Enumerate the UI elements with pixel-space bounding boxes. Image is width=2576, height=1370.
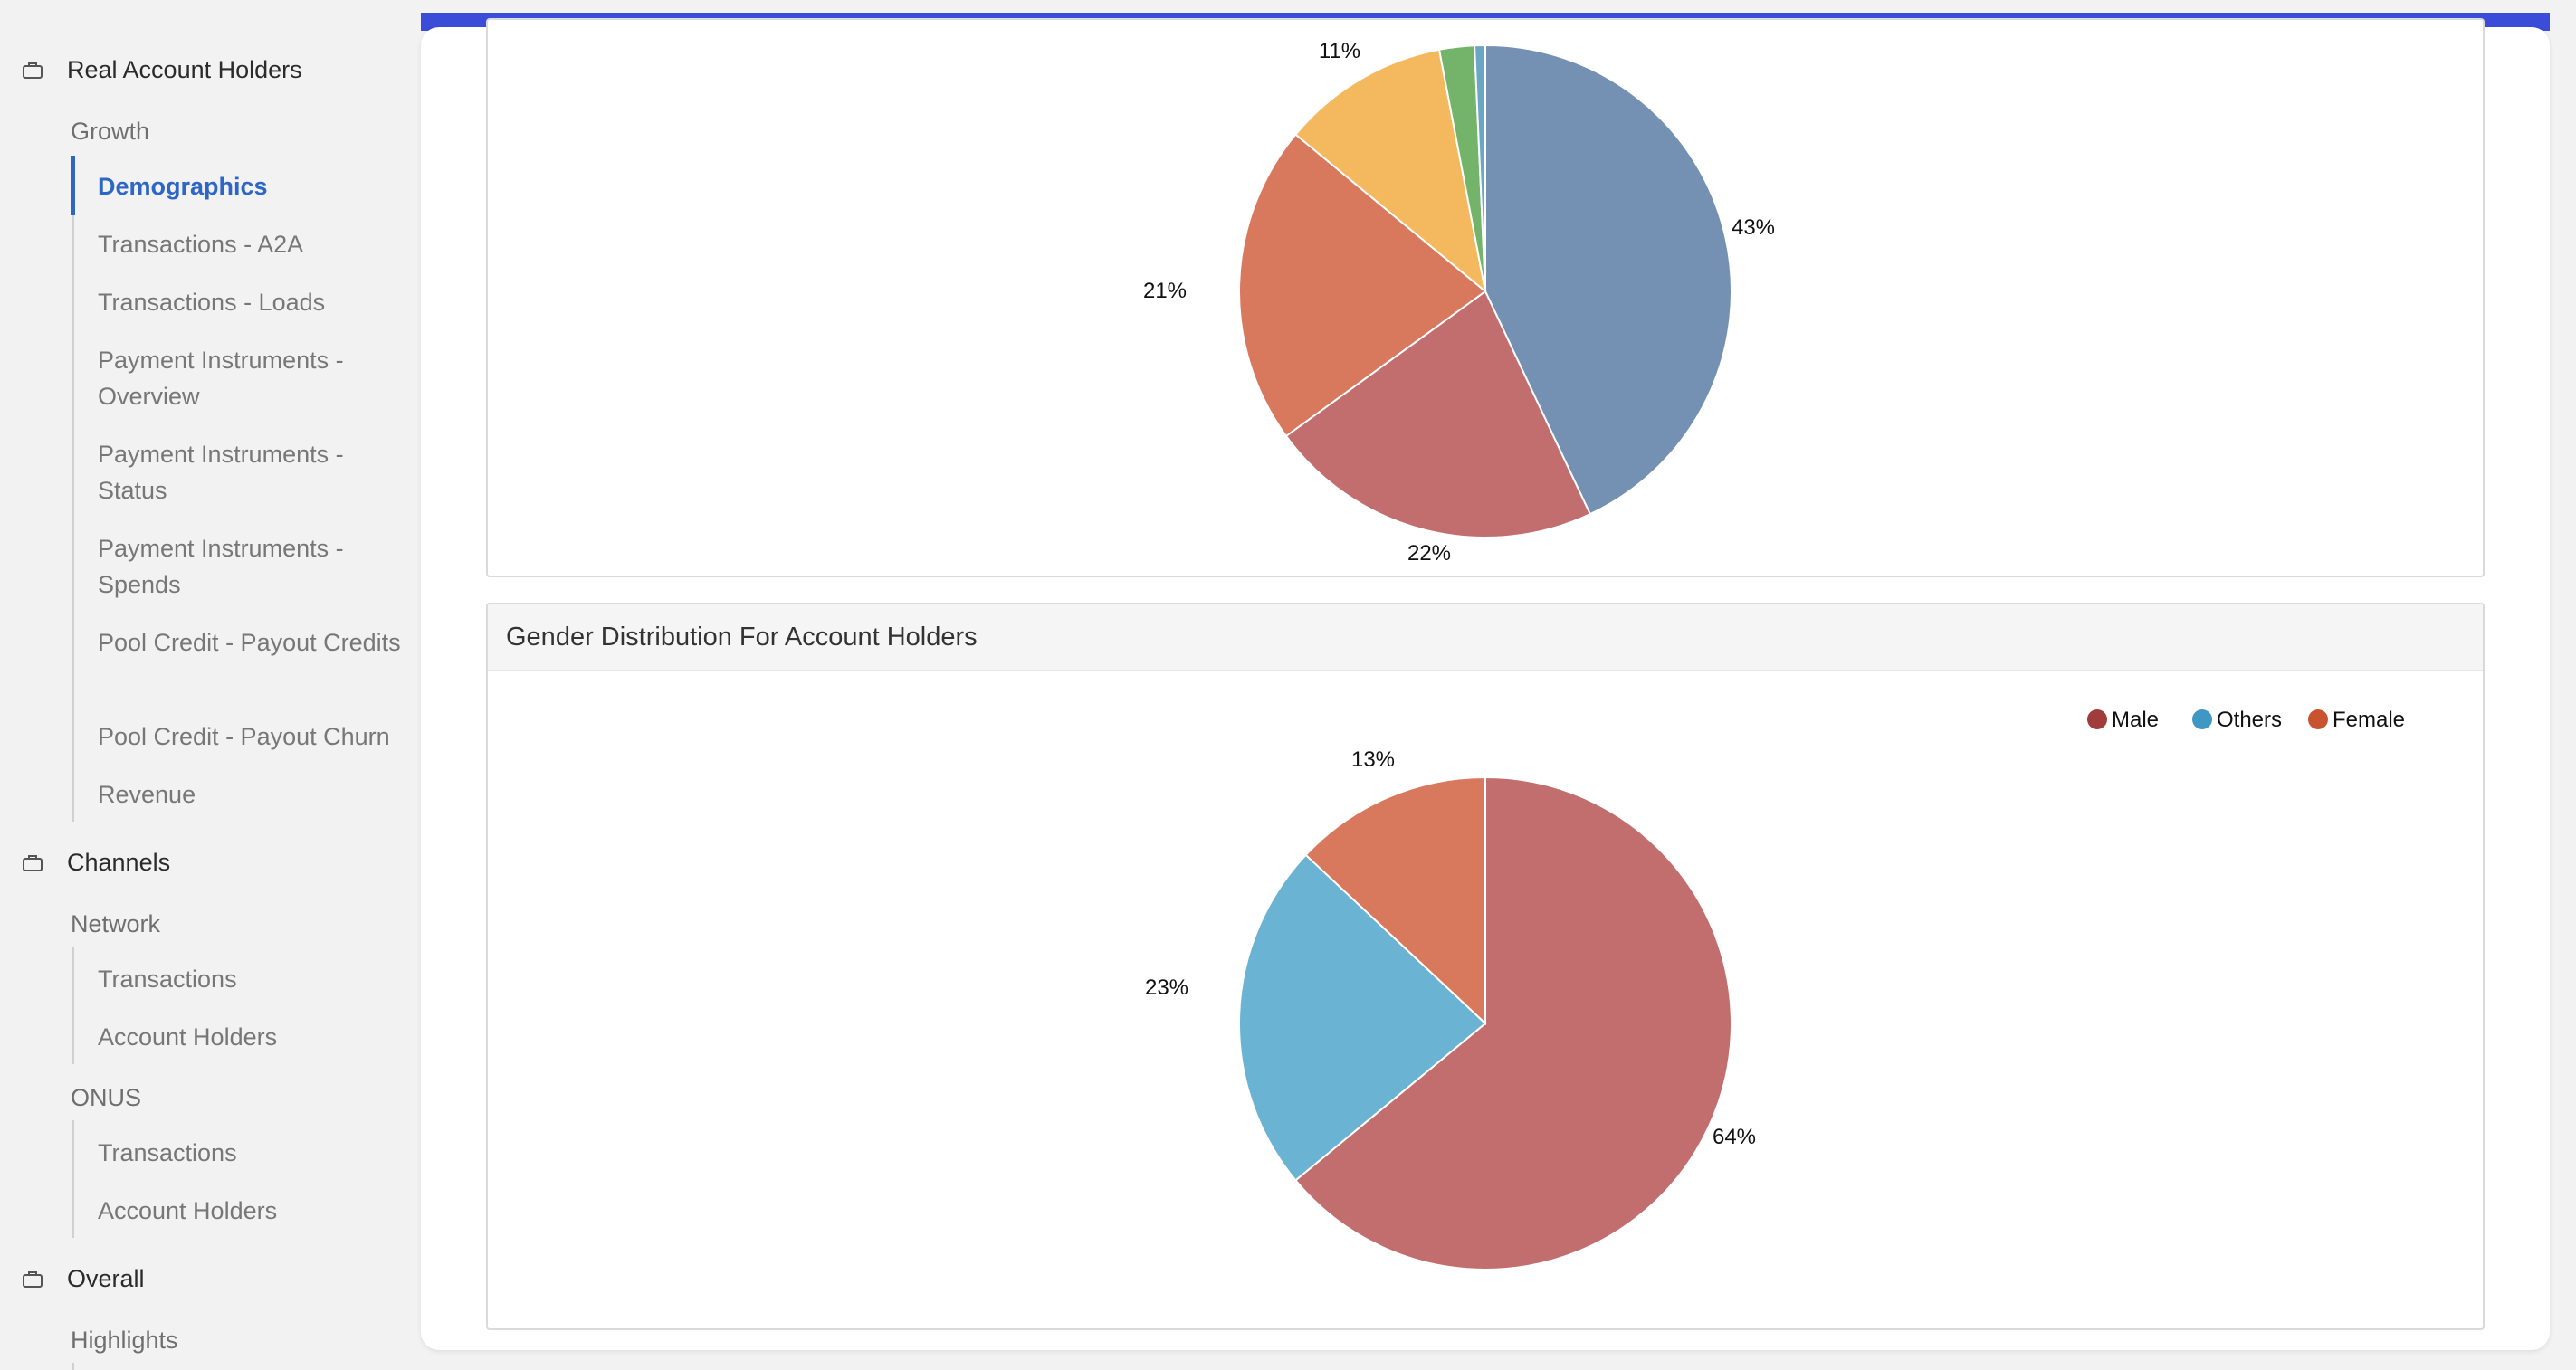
sidebar-item-payment-instruments-spends[interactable]: Payment Instruments - Spends (98, 535, 344, 598)
pie-chart-gender: Male Others Female 64% 23% 13% (1145, 708, 2405, 1270)
slice-label-64: 64% (1713, 1125, 1756, 1149)
highlights-guide-line (72, 1363, 74, 1370)
pie-slice-3[interactable] (1294, 48, 1487, 294)
chart-legend: Male Others Female (2087, 708, 2405, 732)
growth-guide-line (72, 156, 74, 822)
onus-guide-line (72, 1120, 74, 1238)
sidebar-item-payment-instruments-status[interactable]: Payment Instruments - Status (98, 441, 344, 504)
network-guide-line (72, 947, 74, 1064)
sidebar-item-network-transactions[interactable]: Transactions (98, 966, 237, 993)
pie-slice-1[interactable] (1284, 290, 1592, 538)
pie-slice-male[interactable] (1294, 775, 1732, 1270)
pie-slice-5[interactable] (1473, 43, 1486, 292)
active-indicator (71, 156, 75, 215)
pie-chart-top: 43% 22% 21% 11% (1143, 39, 1775, 566)
sidebar-item-onus-account-holders[interactable]: Account Holders (98, 1197, 278, 1224)
group-growth[interactable]: Growth (71, 118, 150, 145)
slice-label-43: 43% (1732, 215, 1775, 240)
sidebar-item-pool-credit-payout-credits[interactable]: Pool Credit - Payout Credits (98, 629, 401, 656)
legend-item-female: Female (2333, 708, 2405, 732)
chart-card-top: 43% 22% 21% 11% (486, 18, 2485, 577)
briefcase-icon (23, 854, 43, 871)
card-title: Gender Distribution For Account Holders (488, 604, 2483, 671)
chart-card-gender: Gender Distribution For Account Holders … (486, 603, 2485, 1330)
sidebar-item-demographics[interactable]: Demographics (98, 173, 268, 200)
group-network[interactable]: Network (71, 910, 161, 937)
briefcase-icon (23, 1270, 43, 1288)
legend-item-male: Male (2112, 708, 2159, 732)
section-label: Channels (67, 849, 171, 876)
sidebar-item-payment-instruments-overview[interactable]: Payment Instruments - Overview (98, 347, 344, 410)
group-onus[interactable]: ONUS (71, 1084, 142, 1111)
sidebar-item-pool-credit-payout-churn[interactable]: Pool Credit - Payout Churn (98, 723, 390, 750)
pie-slice-female[interactable] (1304, 775, 1486, 1026)
sidebar-item-network-account-holders[interactable]: Account Holders (98, 1023, 278, 1051)
legend-item-others: Others (2217, 708, 2282, 732)
sidebar-item-onus-transactions[interactable]: Transactions (98, 1139, 237, 1166)
group-highlights[interactable]: Highlights (71, 1327, 178, 1354)
section-label: Overall (67, 1265, 145, 1292)
slice-label-13: 13% (1351, 747, 1395, 772)
sidebar: Real Account Holders Growth Demographics… (0, 0, 420, 1370)
section-real-account-holders[interactable]: Real Account Holders (22, 56, 302, 84)
pie-slice-others[interactable] (1238, 853, 1487, 1182)
slice-label-22: 22% (1407, 541, 1451, 566)
slice-label-21: 21% (1143, 279, 1187, 303)
sidebar-item-transactions-loads[interactable]: Transactions - Loads (98, 289, 326, 316)
briefcase-icon (23, 62, 43, 79)
main-content: 43% 22% 21% 11% Gender Distribution For … (421, 18, 2550, 1350)
sidebar-item-revenue[interactable]: Revenue (98, 781, 196, 808)
sidebar-item-transactions-a2a[interactable]: Transactions - A2A (98, 231, 304, 258)
slice-label-23: 23% (1145, 975, 1188, 1000)
section-overall[interactable]: Overall (22, 1265, 145, 1293)
pie-slice-0[interactable] (1484, 43, 1732, 516)
section-channels[interactable]: Channels (22, 849, 170, 877)
legend-swatch-others (2192, 709, 2212, 729)
pie-slice-2[interactable] (1238, 133, 1487, 438)
legend-swatch-female (2308, 709, 2328, 729)
section-label: Real Account Holders (67, 56, 302, 83)
legend-swatch-male (2087, 709, 2107, 729)
slice-label-11: 11% (1319, 39, 1360, 63)
